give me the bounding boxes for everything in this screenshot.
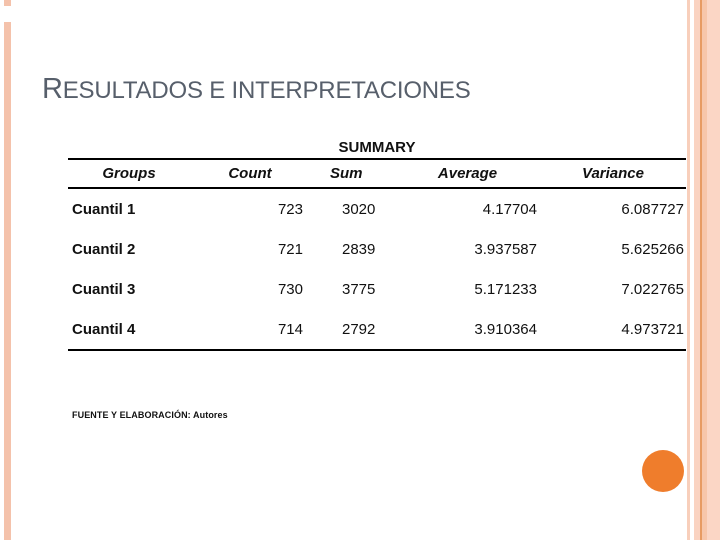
cell-count: 730: [277, 280, 303, 298]
table-header-row: Groups Count Sum Average Variance: [68, 158, 686, 189]
cell-count: 721: [277, 240, 303, 258]
cell-group: Cuantil 2: [72, 240, 136, 258]
cell-sum: 2792: [310, 309, 395, 351]
table-row: Cuantil 1 723 3020 4.17704 6.087727: [68, 188, 686, 229]
table-caption: SUMMARY: [338, 139, 416, 156]
cell-sum: 3020: [342, 200, 376, 218]
cell-average: 3.937587: [474, 240, 537, 258]
right-accent-stripe-4: [702, 0, 707, 540]
cell-count: 723: [277, 200, 303, 218]
cell-count: 714: [190, 309, 310, 351]
table-row: Cuantil 4 714 2792 3.910364 4.973721: [68, 309, 686, 351]
source-footnote: FUENTE Y ELABORACIÓN: Autores: [72, 410, 228, 420]
cell-variance: 7.022765: [621, 280, 684, 298]
decorative-circle: [642, 450, 684, 492]
column-header-variance: Variance: [540, 158, 686, 189]
table-row: Cuantil 3 730 3775 5.171233 7.022765: [68, 269, 686, 309]
summary-table-container: SUMMARY Groups Count Sum Average Varianc…: [68, 138, 686, 351]
slide-title: RESULTADOS E INTERPRETACIONES: [42, 73, 471, 105]
right-accent-stripe-5: [707, 0, 720, 540]
cell-group: Cuantil 4: [68, 309, 190, 351]
cell-average: 4.17704: [482, 200, 537, 218]
column-header-average: Average: [395, 158, 540, 189]
cell-sum: 3775: [342, 280, 376, 298]
column-header-count: Count: [190, 158, 310, 189]
cell-variance: 4.973721: [540, 309, 686, 351]
cell-variance: 5.625266: [621, 240, 684, 258]
right-accent-stripe-3: [700, 0, 702, 540]
summary-table: Groups Count Sum Average Variance Cuanti…: [68, 158, 686, 351]
column-header-groups: Groups: [68, 158, 190, 189]
left-accent-bar-cap: [4, 0, 11, 6]
cell-group: Cuantil 3: [72, 280, 136, 298]
right-accent-stripe-2: [694, 0, 700, 540]
column-header-sum: Sum: [310, 158, 395, 189]
cell-average: 5.171233: [474, 280, 537, 298]
cell-variance: 6.087727: [621, 200, 684, 218]
table-row: Cuantil 2 721 2839 3.937587 5.625266: [68, 229, 686, 269]
left-accent-bar: [4, 22, 11, 540]
cell-group: Cuantil 1: [72, 200, 136, 218]
right-accent-stripe-1: [687, 0, 690, 540]
cell-sum: 2839: [342, 240, 376, 258]
cell-average: 3.910364: [395, 309, 540, 351]
